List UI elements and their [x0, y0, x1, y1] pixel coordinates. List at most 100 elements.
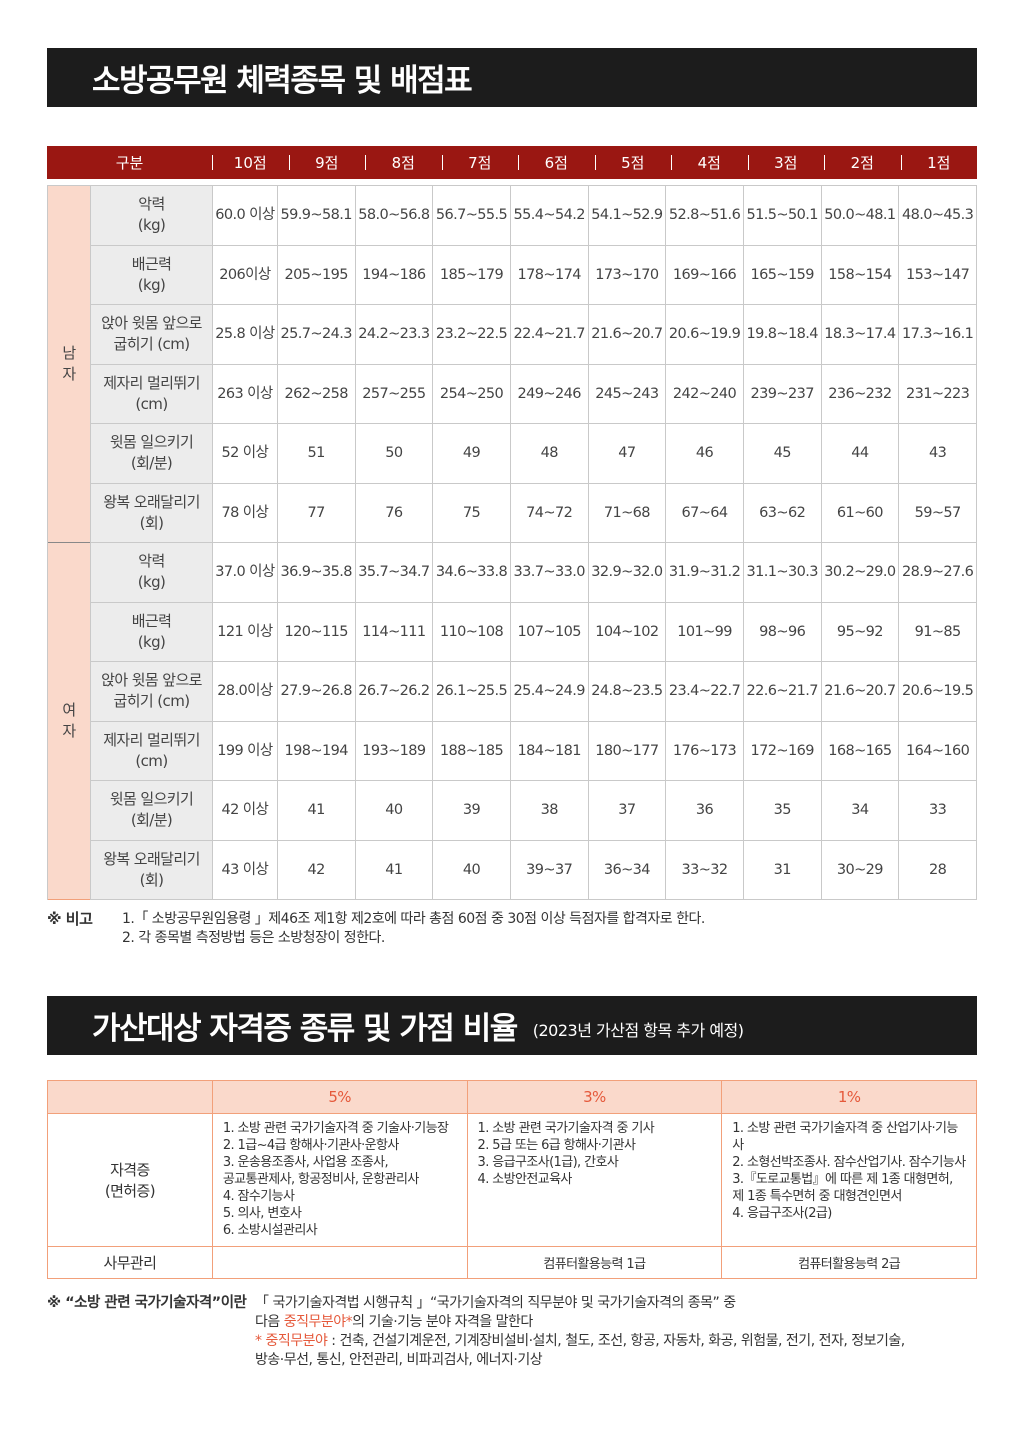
score-cell: 254~250: [432, 363, 511, 424]
header-3pct: 3%: [466, 1080, 723, 1114]
score-cell: 236~232: [820, 363, 900, 424]
score-cell: 59.9~58.1: [276, 185, 356, 246]
score-cell: 44: [820, 423, 900, 484]
score-cell: 40: [432, 839, 511, 900]
score-cell: 25.7~24.3: [276, 304, 356, 365]
score-cell: 36~34: [587, 839, 667, 900]
score-cell: 55.4~54.2: [509, 185, 589, 246]
office-label: 사무관리: [47, 1246, 213, 1279]
score-cell: 153~147: [898, 244, 977, 305]
score-cell: 39: [432, 780, 511, 841]
score-cell: 31.9~31.2: [665, 542, 744, 603]
score-cell: 50: [354, 423, 434, 484]
text: 의 기술·기능 분야 자격을 말한다: [352, 1314, 533, 1330]
score-cell: 37.0 이상: [212, 542, 278, 603]
table-row: 여 자 악력 (kg) 37.0 이상 36.9~35.8 35.7~34.7 34.6~…: [47, 542, 977, 900]
score-cell: 49: [432, 423, 511, 484]
table-row: 왕복 오래달리기 (회) 78 이상 77 76 75 74~72 71~68 67~64 63…: [48, 482, 977, 543]
event-label: 왕복 오래달리기 (회): [90, 482, 213, 543]
score-cell: 262~258: [276, 363, 356, 424]
score-cell: 38: [509, 780, 589, 841]
score-cell: 63~62: [742, 482, 822, 543]
score-cell: 21.6~20.7: [820, 661, 900, 722]
score-cell: 169~166: [665, 244, 744, 305]
score-cell: 76: [354, 482, 434, 543]
score-cell: 34.6~33.8: [432, 542, 511, 603]
score-cell: 75: [432, 482, 511, 543]
score-cell: 24.2~23.3: [354, 304, 434, 365]
score-cell: 36.9~35.8: [276, 542, 356, 603]
score-cell: 242~240: [665, 363, 744, 424]
score-cell: 31: [742, 839, 822, 900]
score-cell: 78 이상: [212, 482, 278, 543]
score-cell: 30~29: [820, 839, 900, 900]
footnote-line2: 다음 중직무분야*의 기술·기능 분야 자격을 말한다: [255, 1313, 533, 1332]
score-cell: 198~194: [276, 720, 356, 781]
event-label: 윗몸 일으키기 (회/분): [90, 780, 213, 841]
table-row: 배근력 (kg) 121 이상 120~115 114~111 110~108 107~1…: [48, 601, 977, 662]
footnote-label: ※ “소방 관련 국가기술자격”이란: [47, 1295, 247, 1311]
score-cell: 91~85: [898, 601, 977, 662]
score-cell: 67~64: [665, 482, 744, 543]
score-cell: 41: [276, 780, 356, 841]
score-cell: 40: [354, 780, 434, 841]
score-cell: 104~102: [587, 601, 667, 662]
section-title: 가산대상 자격증 종류 및 가점 비율: [92, 1011, 518, 1047]
score-cell: 31.1~30.3: [742, 542, 822, 603]
table-row: 앉아 윗몸 앞으로 굽히기 (cm) 28.0이상 27.9~26.8 26.7~26…: [48, 661, 977, 722]
score-cell: 32.9~32.0: [587, 542, 667, 603]
remarks-label: ※ 비고: [47, 910, 93, 928]
score-cell: 52 이상: [212, 423, 278, 484]
score-cell: 21.6~20.7: [587, 304, 667, 365]
score-cell: 20.6~19.9: [665, 304, 744, 365]
score-cell: 101~99: [665, 601, 744, 662]
column-header: 2점: [824, 152, 901, 173]
title-bar-certificates: 가산대상 자격증 종류 및 가점 비율 (2023년 가산점 항목 추가 예정): [47, 996, 977, 1055]
score-cell: 26.1~25.5: [432, 661, 511, 722]
column-header: 4점: [671, 152, 748, 173]
score-cell: 158~154: [820, 244, 900, 305]
score-cell: 41: [354, 839, 434, 900]
text: 다음: [255, 1314, 284, 1330]
header-cell: [47, 1080, 213, 1114]
score-cell: 52.8~51.6: [665, 185, 744, 246]
score-cell: 199 이상: [212, 720, 278, 781]
table-row: 앉아 윗몸 앞으로 굽히기 (cm) 25.8 이상 25.7~24.3 24.2~2…: [48, 304, 977, 365]
highlight-term: * 중직무분야: [255, 1333, 328, 1349]
score-cell: 19.8~18.4: [742, 304, 822, 365]
score-cell: 42: [276, 839, 356, 900]
score-cell: 48: [509, 423, 589, 484]
gender-label: 남 자: [47, 185, 91, 543]
event-label: 앉아 윗몸 앞으로 굽히기 (cm): [90, 661, 213, 722]
column-header: 10점: [212, 152, 289, 173]
score-cell: 51: [276, 423, 356, 484]
score-cell: 28.0이상: [212, 661, 278, 722]
score-cell: 194~186: [354, 244, 434, 305]
office-1pct: 컴퓨터활용능력 2급: [721, 1246, 977, 1279]
score-table-header: 구분 10점 9점 8점 7점 6점 5점 4점 3점 2점 1점: [47, 146, 977, 179]
score-cell: 231~223: [898, 363, 977, 424]
page-title: 소방공무원 체력종목 및 배점표: [92, 63, 473, 99]
score-cell: 48.0~45.3: [898, 185, 977, 246]
score-cell: 43 이상: [212, 839, 278, 900]
score-cell: 188~185: [432, 720, 511, 781]
score-cell: 34: [820, 780, 900, 841]
certificate-row: 자격증 (면허증) 1. 소방 관련 국가기술자격 중 기술사·기능장 2. 1…: [47, 1113, 977, 1247]
score-cell: 58.0~56.8: [354, 185, 434, 246]
score-cell: 249~246: [509, 363, 589, 424]
score-cell: 46: [665, 423, 744, 484]
score-cell: 23.4~22.7: [665, 661, 744, 722]
column-header: 9점: [288, 152, 366, 173]
score-cell: 173~170: [587, 244, 667, 305]
remark-2: 2. 각 종목별 측정방법 등은 소방청장이 정한다.: [122, 930, 385, 946]
section-subtitle: (2023년 가산점 항목 추가 예정): [532, 1020, 744, 1040]
score-cell: 47: [587, 423, 667, 484]
office-5pct: [211, 1246, 468, 1279]
score-cell: 263 이상: [212, 363, 278, 424]
score-cell: 120~115: [276, 601, 356, 662]
score-cell: 60.0 이상: [212, 185, 278, 246]
score-cell: 42 이상: [212, 780, 278, 841]
column-header: 구분: [115, 154, 144, 172]
score-cell: 37: [587, 780, 667, 841]
score-cell: 245~243: [587, 363, 667, 424]
